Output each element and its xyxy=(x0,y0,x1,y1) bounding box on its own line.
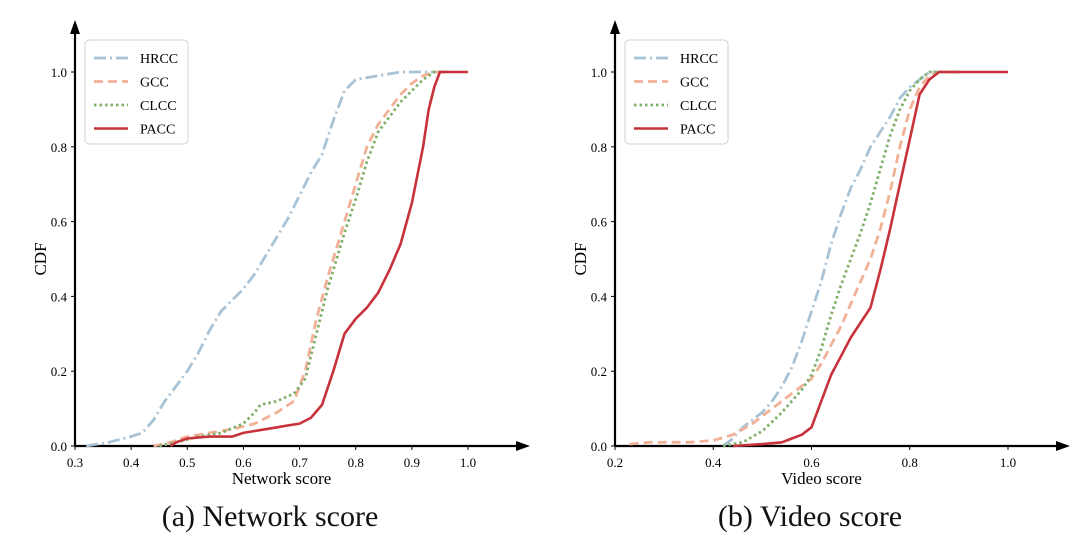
video-score-caption: (b) Video score xyxy=(717,500,903,533)
network-series-gcc-line xyxy=(153,70,446,448)
network-y-tick-label: 0.6 xyxy=(51,215,68,230)
video-legend-label-pacc: PACC xyxy=(680,123,715,138)
network-legend: HRCC GCC CLCC PACC xyxy=(84,39,189,145)
network-legend-label-pacc: PACC xyxy=(140,123,175,138)
video-score-panel: 0.2 0.4 0.6 0.8 1.0 0.0 0.2 0.4 0.6 0.8 1.0 Video s… xyxy=(540,0,1080,560)
network-y-tick-label: 1.0 xyxy=(51,65,67,80)
video-y-axis-label: CDF xyxy=(571,242,590,275)
network-score-panel: 0.3 0.4 0.5 0.6 0.7 0.8 0.9 1.0 0.0 0.2 0.4 0.6 0.8 1… xyxy=(31,20,530,533)
network-score-chart: 0.3 0.4 0.5 0.6 0.7 0.8 0.9 1.0 0.0 0.2 0.4 0.6 0.8 1… xyxy=(31,20,530,488)
network-x-tick-label: 0.9 xyxy=(404,455,420,470)
network-y-axis-label: CDF xyxy=(31,242,50,275)
video-legend-label-hrcc: HRCC xyxy=(680,52,718,67)
video-series-clcc-line xyxy=(722,70,959,448)
network-y-axis-arrow xyxy=(70,20,80,34)
video-legend-label-gcc: GCC xyxy=(680,76,709,91)
network-x-tick-label: 0.3 xyxy=(67,455,83,470)
video-x-tick-label: 0.6 xyxy=(803,455,820,470)
network-x-tick-label: 0.5 xyxy=(179,455,195,470)
network-series-hrcc-line xyxy=(85,70,440,448)
network-legend-label-clcc: CLCC xyxy=(140,99,177,114)
network-legend-label-hrcc: HRCC xyxy=(140,52,178,67)
video-y-tick-label: 0.2 xyxy=(591,364,607,379)
network-x-tick-label: 1.0 xyxy=(460,455,476,470)
network-series-clcc-line xyxy=(158,70,446,448)
video-y-axis-arrow xyxy=(610,20,620,34)
video-x-tick-label: 0.8 xyxy=(902,455,918,470)
video-series-hrcc-line xyxy=(722,70,959,448)
network-x-tick-label: 0.4 xyxy=(123,455,140,470)
network-y-tick-label: 0.4 xyxy=(51,289,68,304)
video-x-axis-label: Video score xyxy=(781,469,862,488)
video-y-tick-label: 0.6 xyxy=(591,215,608,230)
network-legend-box xyxy=(84,39,189,145)
video-y-tick-label: 1.0 xyxy=(591,65,607,80)
video-x-tick-label: 1.0 xyxy=(1000,455,1016,470)
network-x-tick-label: 0.6 xyxy=(235,455,252,470)
video-series-pacc-line xyxy=(732,70,1008,448)
video-x-axis-arrow xyxy=(1056,441,1070,451)
video-series-gcc-line xyxy=(629,70,959,446)
video-legend-label-clcc: CLCC xyxy=(680,99,717,114)
network-y-tick-label: 0.0 xyxy=(51,439,67,454)
network-x-tick-label: 0.7 xyxy=(291,455,308,470)
network-x-tick-label: 0.8 xyxy=(348,455,364,470)
network-score-caption: (a) Network score xyxy=(161,500,379,533)
network-series-pacc-line xyxy=(169,70,468,448)
video-legend-box xyxy=(624,39,729,145)
network-y-tick-label: 0.8 xyxy=(51,140,67,155)
network-x-axis-label: Network score xyxy=(232,469,332,488)
network-y-tick-label: 0.2 xyxy=(51,364,67,379)
video-y-tick-label: 0.4 xyxy=(591,289,608,304)
video-legend: HRCC GCC CLCC PACC xyxy=(624,39,729,145)
video-y-tick-label: 0.0 xyxy=(591,439,607,454)
video-x-tick-label: 0.4 xyxy=(705,455,722,470)
network-legend-label-gcc: GCC xyxy=(140,76,169,91)
video-y-tick-label: 0.8 xyxy=(591,140,607,155)
video-x-tick-label: 0.2 xyxy=(607,455,623,470)
network-x-axis-arrow xyxy=(516,441,530,451)
